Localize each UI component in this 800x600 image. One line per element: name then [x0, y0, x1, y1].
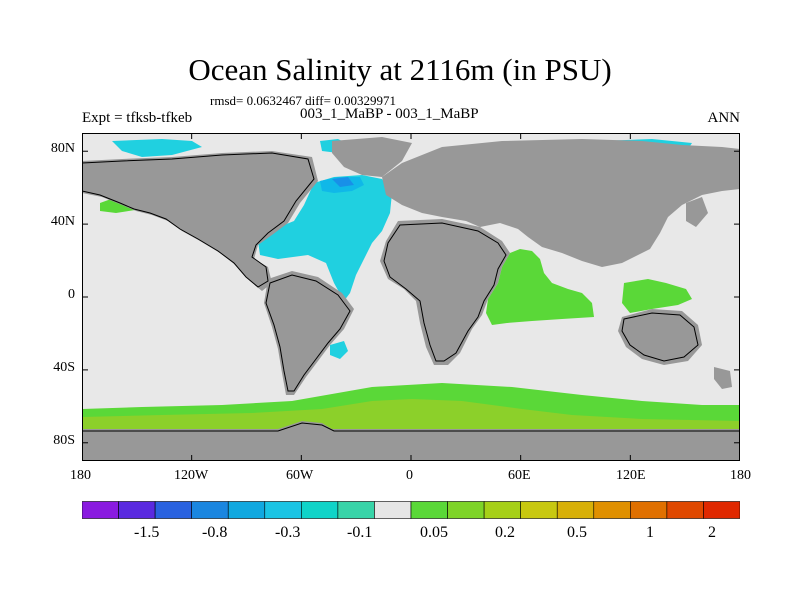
colorbar-swatch: [520, 501, 558, 519]
colorbar-swatch: [154, 501, 192, 519]
arctic-fresh-west: [112, 139, 202, 157]
colorbar-swatch: [410, 501, 448, 519]
land-layer: [82, 137, 740, 461]
cb-label-3: -0.3: [275, 524, 301, 541]
southern-ocean-salty-core: [82, 399, 740, 429]
colorbar-swatch: [483, 501, 521, 519]
experiment-label: Expt = tfksb-tfkeb: [82, 110, 193, 126]
plot-title: Ocean Salinity at 2116m (in PSU): [188, 52, 612, 87]
south-america: [264, 271, 354, 395]
lat-label-40s: 40S: [53, 360, 75, 375]
colorbar: [82, 501, 740, 519]
cb-label-9: 2: [708, 524, 716, 541]
japan: [686, 197, 708, 227]
coastline-layer: [82, 152, 740, 432]
colorbar-swatch: [630, 501, 668, 519]
cb-label-8: 1: [646, 524, 654, 541]
lon-label-60w: 60W: [286, 468, 314, 483]
west-pacific-salty: [622, 279, 692, 313]
lon-label-0: 0: [406, 468, 413, 483]
stats-text: rmsd= 0.0632467 diff= 0.00329971: [210, 93, 396, 108]
south-atlantic-fresh: [330, 341, 348, 359]
coast-south-america: [265, 274, 351, 392]
cb-label-5: 0.05: [420, 524, 448, 541]
lat-label-0: 0: [68, 287, 75, 302]
antarctica: [82, 429, 740, 461]
colorbar-swatch: [447, 501, 485, 519]
atlantic-fresh-dark: [332, 177, 354, 187]
colorbar-swatch: [118, 501, 156, 519]
greenland: [332, 137, 412, 177]
coast-africa: [383, 222, 507, 362]
coast-north-america: [82, 152, 315, 288]
cb-label-1: -1.5: [134, 524, 160, 541]
coast-antarctica: [82, 422, 740, 432]
colorbar-swatch: [82, 501, 119, 519]
colorbar-swatch: [264, 501, 302, 519]
colorbar-swatch: [227, 501, 266, 519]
lon-label-180w: 180: [70, 468, 91, 483]
lon-label-60e: 60E: [508, 468, 531, 483]
colorbar-swatch: [703, 501, 740, 519]
africa: [380, 219, 510, 365]
eurasia: [382, 139, 740, 267]
colorbar-swatch: [374, 501, 412, 519]
lon-label-120e: 120E: [616, 468, 646, 483]
cb-label-6: 0.2: [495, 524, 515, 541]
lat-label-40n: 40N: [50, 214, 75, 229]
cases-label: 003_1_MaBP - 003_1_MaBP: [300, 106, 479, 122]
map-frame: [82, 133, 740, 461]
cb-label-7: 0.5: [567, 524, 587, 541]
anomaly-layer: [82, 139, 740, 429]
cb-label-2: -0.8: [202, 524, 228, 541]
colorbar-swatch: [301, 501, 339, 519]
lon-label-120w: 120W: [174, 468, 209, 483]
salinity-map: [82, 133, 740, 461]
colorbar-swatch: [666, 501, 704, 519]
lon-label-180e: 180: [730, 468, 751, 483]
lat-label-80n: 80N: [50, 141, 75, 156]
new-zealand: [714, 367, 732, 389]
indian-ocean-salty: [486, 249, 594, 325]
coast-australia: [621, 312, 699, 362]
colorbar-swatch: [556, 501, 595, 519]
season-label: ANN: [707, 110, 741, 126]
colorbar-swatch: [337, 501, 375, 519]
colorbar-swatch: [593, 501, 631, 519]
cb-label-4: -0.1: [347, 524, 373, 541]
north-america: [82, 151, 318, 291]
colorbar-swatch: [191, 501, 229, 519]
lat-label-80s: 80S: [53, 433, 75, 448]
atlantic-fresh-anomaly: [258, 175, 392, 301]
